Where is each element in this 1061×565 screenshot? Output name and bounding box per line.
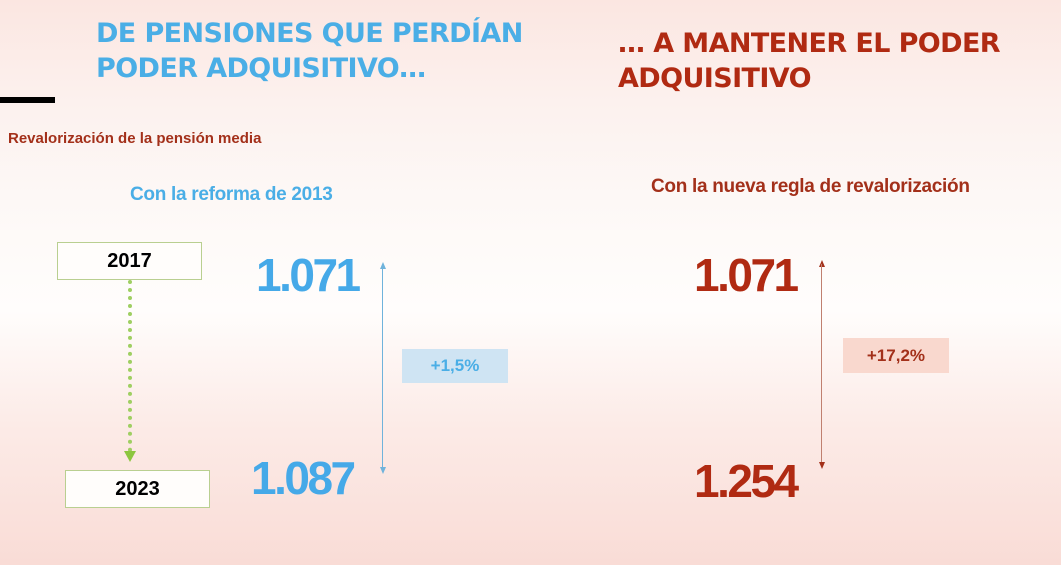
right-change-badge: +17,2% [843,338,949,373]
right-value-2017: 1.071 [694,249,799,301]
year-start-label: 2017 [107,249,152,272]
arrow-down-icon [380,467,386,474]
title-right: … A MANTENER EL PODER ADQUISITIVO [618,28,1001,94]
title-left: DE PENSIONES QUE PERDÍAN PODER ADQUISITI… [96,18,523,84]
chart-subtitle: Revalorización de la pensión media [8,130,262,147]
year-end-label: 2023 [115,477,160,500]
arrow-up-icon [819,260,825,267]
left-change-badge: +1,5% [402,349,508,383]
year-box-start: 2017 [57,242,202,280]
decorative-bar [0,97,55,103]
timeline-arrow-down-icon [124,451,136,462]
left-value-2023: 1.087 [251,452,356,504]
year-box-end: 2023 [65,470,210,508]
left-panel-heading: Con la reforma de 2013 [130,184,333,205]
right-value-2023: 1.254 [694,455,799,507]
right-panel-heading: Con la nueva regla de revalorización [651,176,970,197]
arrow-up-icon [380,262,386,269]
arrow-down-icon [819,462,825,469]
timeline-dotted-line [128,280,132,452]
left-range-line [382,268,383,472]
left-value-2017: 1.071 [256,249,361,301]
right-range-line [821,264,822,466]
